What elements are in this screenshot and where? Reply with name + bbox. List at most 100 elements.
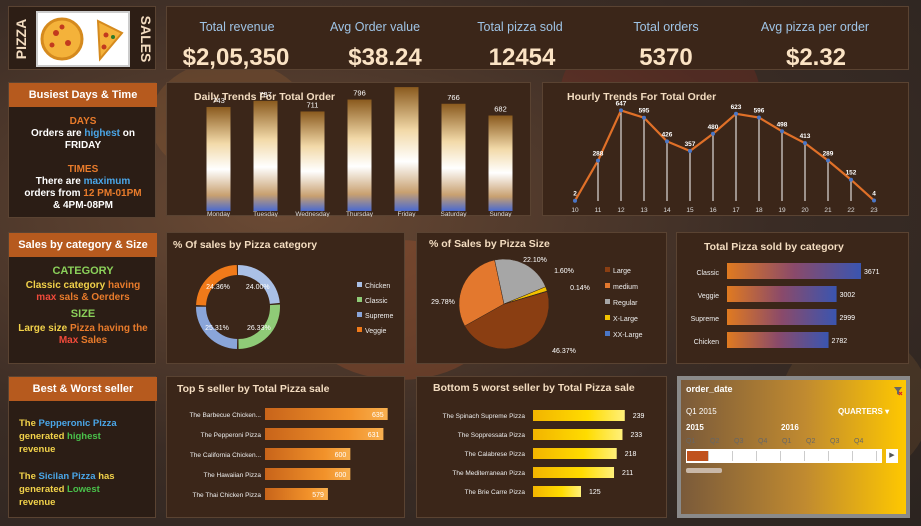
pie-legend-x-large: X-Large [613, 316, 638, 323]
quarter-cell[interactable] [687, 451, 709, 461]
kpi-value-pizza-sold: 12454 [488, 44, 556, 71]
bottom5-tick-label: The Brie Carre Pizza [465, 489, 526, 496]
catbar-bar-veggie [727, 286, 837, 302]
top5-tick-label: The California Chicken... [190, 452, 261, 459]
catbar-value-label: 2999 [839, 315, 855, 322]
category-sold-title: Total Pizza sold by category [704, 241, 844, 253]
daily-value-label: 766 [447, 93, 460, 102]
kpi-label-avg-pizza: Avg pizza per order [760, 20, 870, 34]
hourly-value-label: 357 [685, 141, 696, 148]
hourly-value-label: 2 [573, 191, 577, 198]
hourly-tick-label: 12 [617, 207, 625, 214]
kpi-value-revenue: $2,05,350 [182, 44, 290, 71]
daily-value-label: 787 [259, 90, 272, 99]
pie-value-label: 22.10% [523, 257, 547, 264]
donut-value-label: 25.31% [205, 325, 229, 332]
top5-value-label: 635 [372, 412, 384, 419]
bottom5-value-label: 239 [633, 413, 645, 420]
bottom5-value-label: 211 [622, 470, 633, 477]
pie-legend-regular: Regular [613, 300, 638, 307]
quarter-cell[interactable] [855, 451, 877, 461]
quarter-label: Q1 [686, 438, 696, 445]
hourly-tick-label: 17 [732, 207, 740, 214]
hourly-value-label: 498 [777, 121, 788, 128]
quarter-timeline[interactable] [686, 449, 882, 463]
daily-trends-panel: Daily Trends For Total Order 743 Monday 78… [166, 82, 531, 217]
quarter-cell[interactable] [759, 451, 781, 461]
hourly-tick-label: 19 [778, 207, 786, 214]
hourly-point [872, 198, 876, 203]
kpi-value-avg-order: $38.24 [348, 44, 422, 71]
pie-legend-large: Large [613, 268, 631, 275]
daily-bar-monday [206, 106, 231, 211]
quarter-cell[interactable] [783, 451, 805, 461]
hourly-value-label: 595 [639, 108, 650, 115]
bottom5-bar [533, 486, 581, 497]
category-line1: Classic category having [25, 280, 141, 291]
times-line2: orders from 12 PM-01PM [24, 188, 142, 199]
donut-legend-classic: Classic [365, 298, 388, 305]
hourly-tick-label: 10 [571, 207, 579, 214]
catbar-tick-label: Classic [696, 270, 719, 277]
daily-bar-friday [394, 87, 419, 211]
pie-legend-xx-large: XX-Large [613, 332, 643, 339]
bottom5-tick-label: The Soppressata Pizza [458, 432, 526, 439]
timeline-scrollbar[interactable] [686, 468, 722, 473]
quarter-cell[interactable] [735, 451, 757, 461]
quarter-cell[interactable] [711, 451, 733, 461]
top5-bar [265, 448, 351, 460]
hourly-tick-label: 13 [640, 207, 648, 214]
hourly-point [826, 158, 830, 163]
hourly-point [803, 141, 807, 146]
hourly-value-label: 480 [708, 124, 719, 131]
kpi-label-pizza-sold: Total pizza sold [477, 20, 563, 34]
top5-bar [265, 408, 388, 420]
brand-left-label: PIZZA [13, 18, 29, 60]
daily-tick-label: Saturday [440, 211, 467, 217]
brand-panel: PIZZA SALES [8, 6, 156, 70]
timeline-scroll-right[interactable]: ▶ [886, 449, 898, 463]
order-date-slicer[interactable]: order_date Q1 2015 QUARTERS ▾ 2015 2016 … [677, 376, 910, 518]
hourly-trends-title: Hourly Trends For Total Order [567, 91, 717, 103]
donut-legend-swatch [357, 312, 362, 317]
daily-value-label: 796 [353, 89, 366, 98]
quarter-label: Q4 [854, 438, 864, 445]
kpi-panel: Total revenue $2,05,350 Avg Order value … [166, 6, 909, 71]
quarter-cell[interactable] [807, 451, 829, 461]
catbar-value-label: 2782 [832, 338, 848, 345]
catbar-value-label: 3671 [864, 269, 880, 276]
pie-value-label: 1.60% [554, 268, 574, 275]
pie-slice-medium [458, 259, 505, 327]
level-dropdown-icon[interactable]: ▾ [885, 407, 890, 416]
hourly-tick-label: 23 [870, 207, 878, 214]
hourly-tick-label: 21 [824, 207, 832, 214]
daily-trends-chart: 743 Monday 787 Tuesday 711 Wednesday 796 Thursd… [206, 83, 513, 217]
size-pct-panel: % of Sales by Pizza Size 46.37% 29.78% 22.… [416, 232, 667, 364]
bottom5-panel: Bottom 5 worst seller by Total Pizza sal… [416, 376, 667, 518]
best-seller-text: The Pepperonic Pizza generated highest r… [19, 418, 117, 455]
hourly-point [780, 129, 784, 134]
hourly-value-label: 289 [823, 151, 834, 158]
pie-slice-large [464, 291, 550, 350]
daily-bar-saturday [441, 103, 466, 211]
kpi-value-avg-pizza: $2.32 [785, 44, 847, 71]
donut-legend-swatch [357, 327, 362, 332]
hourly-point [688, 149, 692, 154]
pie-value-label: 29.78% [431, 299, 455, 306]
category-pct-title: % Of sales by Pizza category [173, 239, 318, 251]
times-title: TIMES [67, 164, 99, 175]
daily-trends-title: Daily Trends For Total Order [194, 91, 336, 103]
category-line2: max sals & Oerders [36, 292, 130, 303]
clear-filter-icon[interactable] [893, 383, 903, 396]
hourly-point [757, 115, 761, 120]
top5-value-label: 600 [335, 452, 347, 459]
slicer-level[interactable]: QUARTERS ▾ [838, 407, 890, 416]
daily-tick-label: Monday [207, 211, 231, 217]
donut-legend-supreme: Supreme [365, 313, 394, 320]
daily-value-label: 682 [494, 105, 507, 114]
top5-tick-label: The Pepperoni Pizza [201, 432, 262, 439]
quarter-cell[interactable] [831, 451, 853, 461]
top5-bar [265, 488, 328, 500]
hourly-trends-panel: Hourly Trends For Total Order 2 10 288 11 64… [542, 82, 909, 216]
donut-legend-swatch [357, 297, 362, 302]
